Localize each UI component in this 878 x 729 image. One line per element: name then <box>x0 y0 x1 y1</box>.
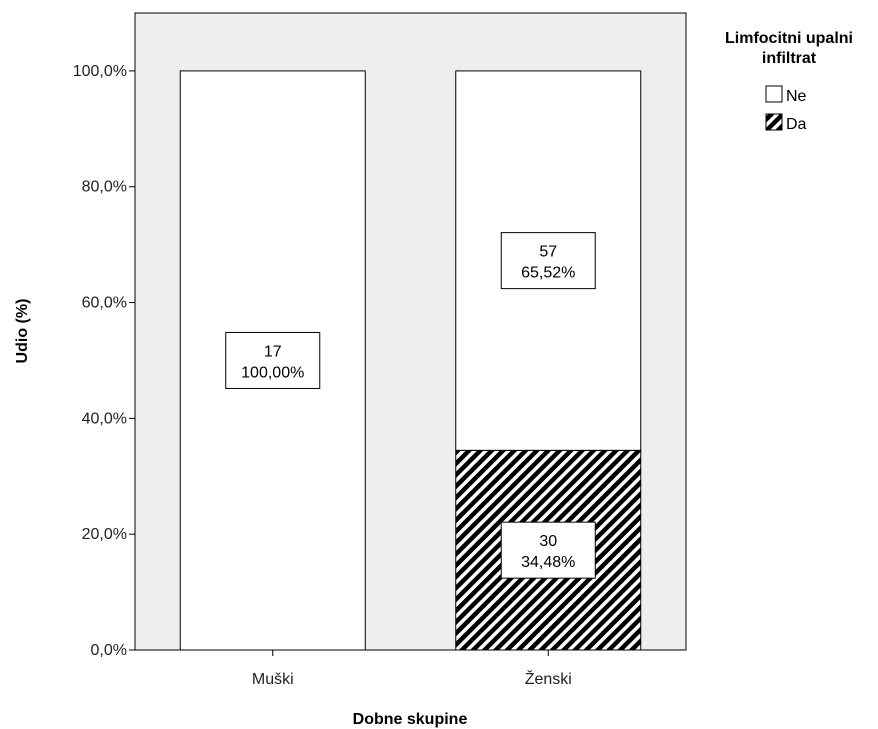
data-label-box <box>500 232 596 290</box>
y-tick-label: 80,0% <box>82 179 127 196</box>
x-tick-label: Ženski <box>525 669 572 688</box>
x-tick-label: Muški <box>252 671 294 688</box>
legend-title-line-2: infiltrat <box>762 50 817 67</box>
y-axis-title: Udio (%) <box>14 299 31 364</box>
legend-swatch-da <box>765 113 783 131</box>
legend: Limfocitni upalni infiltrat Ne Da <box>725 30 853 133</box>
data-label-count: 30 <box>539 533 557 550</box>
y-tick-label: 40,0% <box>82 410 127 427</box>
y-tick-label: 100,0% <box>73 63 127 80</box>
legend-label-da: Da <box>786 116 807 133</box>
data-label-box <box>500 521 596 579</box>
y-axis: 0,0% 20,0% 40,0% 60,0% 80,0% 100,0% <box>73 63 135 659</box>
data-label-percent: 65,52% <box>521 265 575 282</box>
data-label-count: 17 <box>264 343 282 360</box>
x-axis-title: Dobne skupine <box>353 711 468 728</box>
legend-swatch-ne <box>765 85 783 103</box>
legend-label-ne: Ne <box>786 88 807 105</box>
data-label-percent: 34,48% <box>521 554 575 571</box>
data-label-percent: 100,00% <box>241 364 304 381</box>
data-label-box <box>225 331 321 389</box>
y-tick-label: 0,0% <box>91 642 127 659</box>
x-axis: Muški Ženski <box>252 650 572 688</box>
y-tick-label: 60,0% <box>82 295 127 312</box>
data-label-count: 57 <box>539 244 557 261</box>
bars-group <box>179 70 642 651</box>
y-tick-label: 20,0% <box>82 526 127 543</box>
data-labels-group: 17 100,00% 30 34,48% 57 65,52% <box>225 232 596 579</box>
legend-title-line-1: Limfocitni upalni <box>725 30 853 47</box>
